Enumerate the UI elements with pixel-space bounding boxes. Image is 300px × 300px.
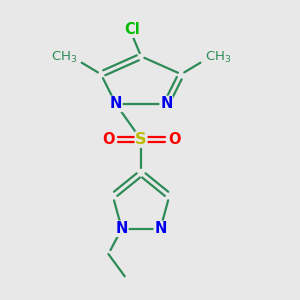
Text: O: O: [102, 132, 114, 147]
Text: N: N: [154, 221, 167, 236]
Text: Cl: Cl: [124, 22, 140, 37]
Text: N: N: [110, 96, 122, 111]
Text: O: O: [168, 132, 180, 147]
Text: CH$_3$: CH$_3$: [205, 50, 231, 65]
Text: N: N: [116, 221, 128, 236]
Text: N: N: [160, 96, 172, 111]
Text: S: S: [135, 132, 147, 147]
Text: CH$_3$: CH$_3$: [51, 50, 77, 65]
